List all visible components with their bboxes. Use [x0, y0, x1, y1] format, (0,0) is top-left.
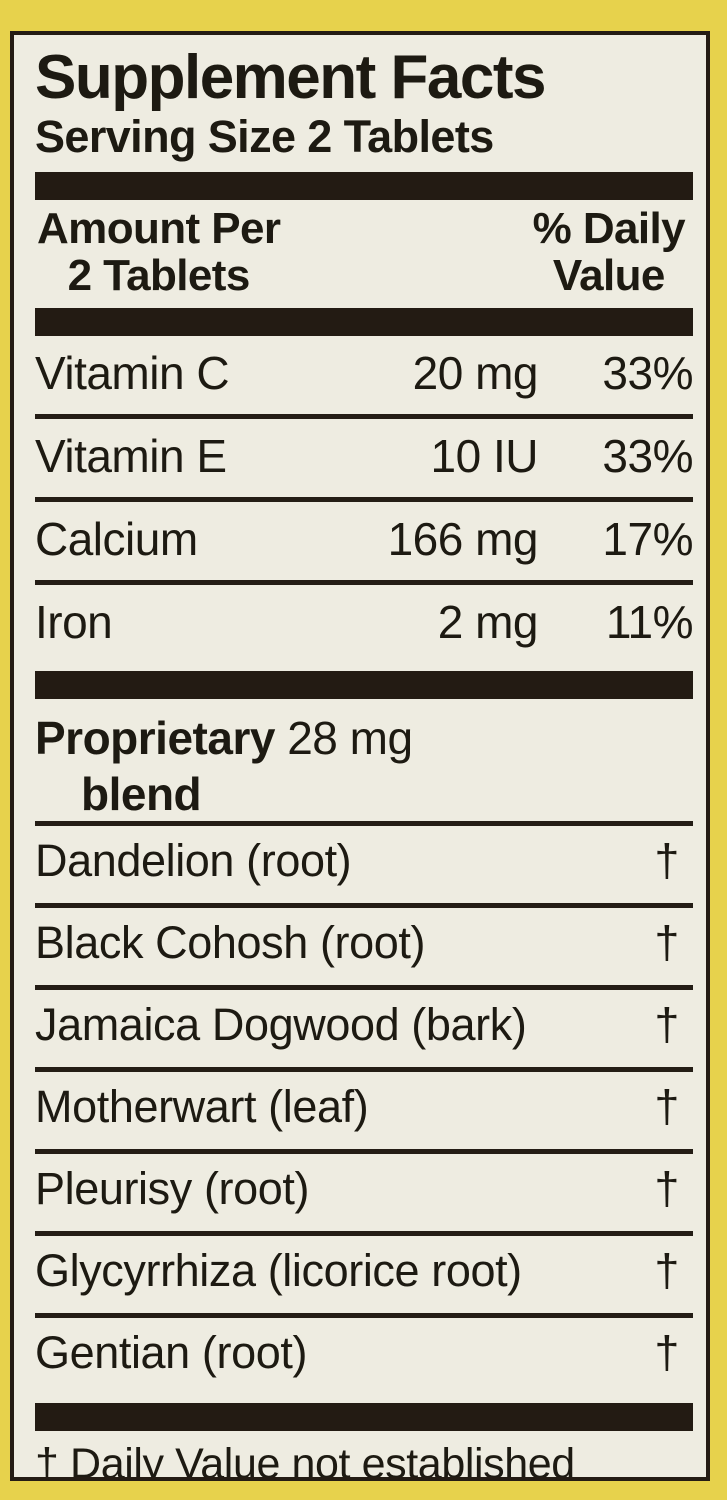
table-row: Calcium 166 mg 17% — [35, 502, 694, 580]
dagger-icon: † — [654, 1244, 679, 1296]
daily-value-header: % Daily Value — [532, 203, 686, 301]
nutrient-daily-value: 33% — [602, 346, 693, 399]
divider-thin — [35, 1312, 693, 1318]
ingredient-name: Gentian (root) — [35, 1326, 308, 1378]
table-row: Vitamin E 10 IU 33% — [35, 419, 694, 497]
divider-thick-blend — [35, 670, 693, 699]
divider-thin — [35, 496, 693, 502]
dagger-icon: † — [654, 1326, 679, 1378]
divider-thick-header — [35, 307, 693, 336]
divider-thin — [35, 1230, 693, 1236]
ingredient-name: Motherwart (leaf) — [35, 1080, 369, 1132]
ingredient-name: Dandelion (root) — [35, 834, 352, 886]
nutrient-name: Calcium — [35, 512, 198, 565]
column-header-row: Amount Per 2 Tablets % Daily Value — [35, 200, 693, 300]
dagger-icon: † — [654, 1162, 679, 1214]
divider-thin — [35, 902, 693, 908]
dagger-icon: † — [654, 998, 679, 1050]
divider-thin — [35, 984, 693, 990]
page-title: Supplement Facts — [35, 43, 547, 112]
dagger-icon: † — [654, 834, 679, 886]
proprietary-blend-heading: Proprietary 28 mg blend — [35, 699, 693, 821]
list-item: Motherwart (leaf) † — [35, 1072, 693, 1149]
supplement-facts-content: Supplement Facts Serving Size 2 Tablets … — [35, 35, 694, 1477]
divider-thin — [35, 579, 693, 585]
list-item: Jamaica Dogwood (bark) † — [35, 990, 693, 1067]
ingredient-name: Glycyrrhiza (licorice root) — [35, 1244, 522, 1296]
divider-thin — [35, 413, 693, 419]
divider-thick-top — [35, 171, 693, 200]
footnote-text: † Daily Value not established — [35, 1439, 575, 1481]
list-item: Glycyrrhiza (licorice root) † — [35, 1236, 693, 1313]
nutrient-amount: 166 mg — [387, 512, 539, 565]
dagger-icon: † — [654, 916, 679, 968]
nutrient-amount: 10 IU — [430, 429, 539, 482]
nutrient-name: Iron — [35, 595, 113, 648]
table-row: Vitamin C 20 mg 33% — [35, 336, 694, 414]
list-item: Dandelion (root) † — [35, 826, 693, 903]
list-item: Black Cohosh (root) † — [35, 908, 693, 985]
serving-size-text: Serving Size 2 Tablets — [35, 110, 494, 162]
ingredient-name: Pleurisy (root) — [35, 1162, 310, 1214]
proprietary-blend-amount: 28 mg — [287, 711, 413, 764]
proprietary-blend-name: Proprietary — [35, 711, 275, 764]
nutrient-amount: 20 mg — [412, 346, 539, 399]
divider-thin — [35, 1066, 693, 1072]
proprietary-blend-name-second-line: blend — [81, 767, 202, 820]
nutrient-name: Vitamin E — [35, 429, 227, 482]
amount-per-serving-header: Amount Per 2 Tablets — [37, 203, 281, 301]
dagger-icon: † — [654, 1080, 679, 1132]
list-item: Gentian (root) † — [35, 1318, 693, 1395]
nutrient-daily-value: 33% — [602, 429, 693, 482]
divider-thin — [35, 820, 693, 826]
divider-thick-bottom — [35, 1402, 693, 1431]
supplement-facts-panel: Supplement Facts Serving Size 2 Tablets … — [10, 31, 710, 1481]
ingredient-name: Jamaica Dogwood (bark) — [35, 998, 527, 1050]
nutrient-name: Vitamin C — [35, 346, 230, 399]
ingredient-name: Black Cohosh (root) — [35, 916, 426, 968]
nutrient-amount: 2 mg — [437, 595, 539, 648]
nutrient-daily-value: 17% — [602, 512, 693, 565]
divider-thin — [35, 1148, 693, 1154]
nutrient-daily-value: 11% — [605, 595, 694, 648]
list-item: Pleurisy (root) † — [35, 1154, 693, 1231]
table-row: Iron 2 mg 11% — [35, 585, 694, 663]
